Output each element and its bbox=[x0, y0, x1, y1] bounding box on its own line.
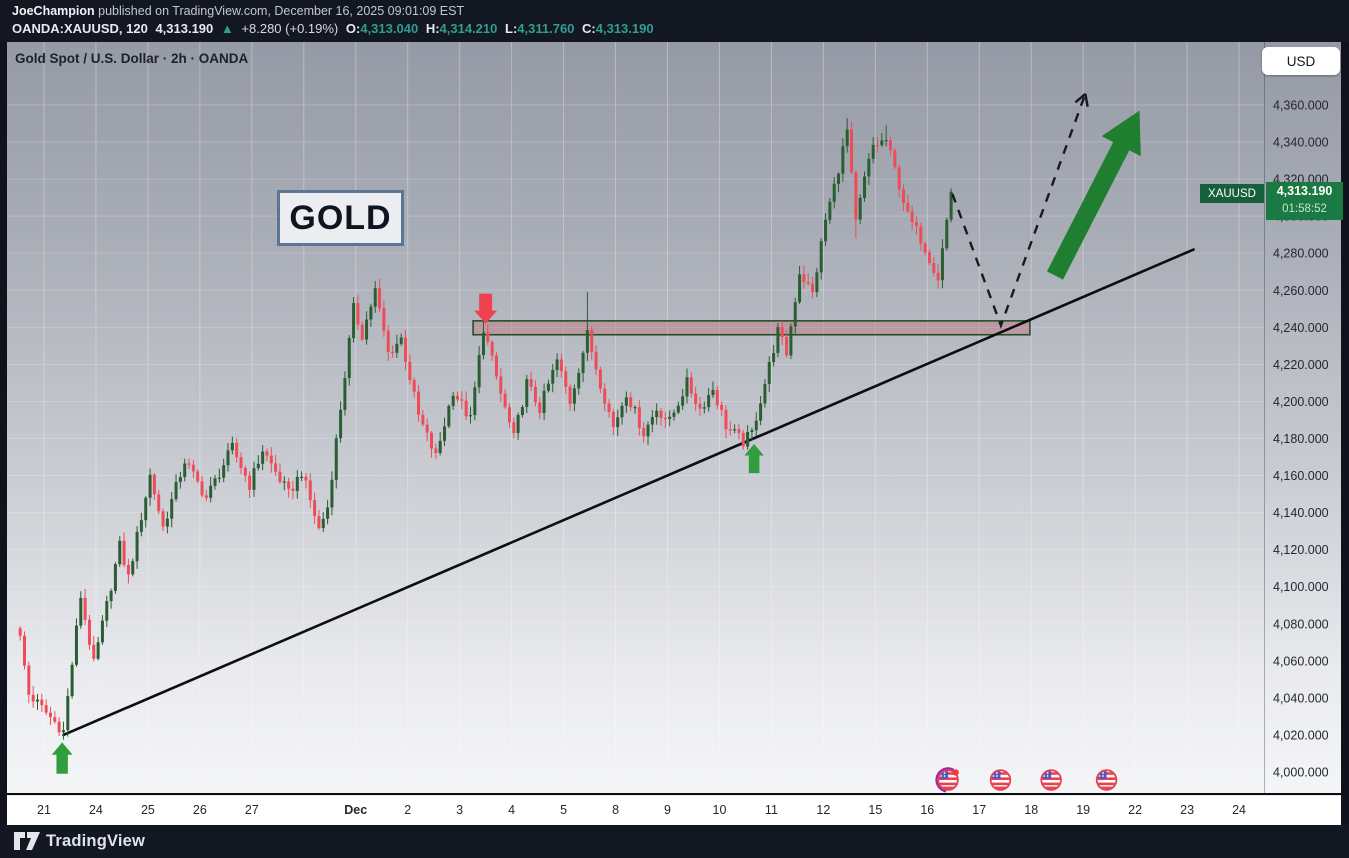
svg-text:3: 3 bbox=[456, 803, 463, 817]
svg-text:27: 27 bbox=[245, 803, 259, 817]
svg-text:4,360.000: 4,360.000 bbox=[1273, 99, 1329, 113]
last-price-label[interactable]: 4,313.190 01:58:52 bbox=[1266, 182, 1343, 220]
last-price-value: 4,313.190 bbox=[1276, 184, 1333, 198]
byline-text: published on TradingView.com, December 1… bbox=[94, 4, 465, 18]
svg-text:26: 26 bbox=[193, 803, 207, 817]
svg-text:17: 17 bbox=[972, 803, 986, 817]
author-name: JoeChampion bbox=[12, 4, 95, 18]
tradingview-logo-icon[interactable] bbox=[14, 832, 40, 850]
us-flag-event-icon[interactable] bbox=[935, 767, 962, 794]
byline: JoeChampion published on TradingView.com… bbox=[12, 4, 464, 18]
svg-text:16: 16 bbox=[920, 803, 934, 817]
svg-text:22: 22 bbox=[1128, 803, 1142, 817]
trendline[interactable] bbox=[62, 248, 1195, 737]
up-arrow-marker[interactable] bbox=[744, 444, 764, 474]
time-axis[interactable] bbox=[7, 793, 1341, 825]
svg-text:12: 12 bbox=[816, 803, 830, 817]
svg-text:4,080.000: 4,080.000 bbox=[1273, 617, 1329, 631]
us-flag-event-icon[interactable] bbox=[1040, 769, 1062, 791]
low-value: 4,311.760 bbox=[517, 21, 575, 36]
tradingview-brand-text[interactable]: TradingView bbox=[46, 832, 146, 850]
us-flag-event-icon[interactable] bbox=[989, 769, 1012, 791]
high-label: H: bbox=[425, 21, 440, 36]
svg-text:4,000.000: 4,000.000 bbox=[1273, 766, 1329, 780]
svg-text:15: 15 bbox=[868, 803, 882, 817]
direction-up-icon: ▲ bbox=[220, 21, 234, 36]
svg-text:4,260.000: 4,260.000 bbox=[1273, 284, 1329, 298]
open-value: 4,313.040 bbox=[360, 21, 419, 36]
svg-text:19: 19 bbox=[1076, 803, 1090, 817]
svg-text:4: 4 bbox=[508, 803, 515, 817]
candles-layer[interactable] bbox=[18, 117, 953, 740]
bar-countdown: 01:58:52 bbox=[1282, 203, 1327, 215]
svg-text:4,220.000: 4,220.000 bbox=[1273, 358, 1329, 372]
price-change: +8.280 (+0.19%) bbox=[241, 21, 339, 36]
high-value: 4,314.210 bbox=[439, 21, 498, 36]
svg-text:18: 18 bbox=[1024, 803, 1038, 817]
svg-text:4,200.000: 4,200.000 bbox=[1273, 395, 1329, 409]
footer-bar: TradingView bbox=[0, 825, 1349, 858]
down-arrow-marker[interactable] bbox=[474, 293, 498, 324]
svg-text:4,160.000: 4,160.000 bbox=[1273, 469, 1329, 483]
snapshot-header: JoeChampion published on TradingView.com… bbox=[0, 0, 1349, 42]
last-price: 4,313.190 bbox=[155, 21, 214, 36]
chart-stage: 21 24 25 26 27 Dec 2 3 4 5 8 9 10 11 12 15 16 17 18 19 22 23 2… bbox=[7, 42, 1343, 825]
svg-text:21: 21 bbox=[37, 803, 51, 817]
svg-text:4,100.000: 4,100.000 bbox=[1273, 580, 1329, 594]
svg-text:4,040.000: 4,040.000 bbox=[1273, 691, 1329, 705]
low-label: L: bbox=[505, 21, 518, 36]
svg-text:11: 11 bbox=[765, 803, 778, 817]
open-label: O: bbox=[345, 21, 361, 36]
svg-text:4,180.000: 4,180.000 bbox=[1273, 432, 1329, 446]
close-value: 4,313.190 bbox=[595, 21, 654, 36]
svg-text:4,280.000: 4,280.000 bbox=[1273, 247, 1329, 261]
svg-text:4,240.000: 4,240.000 bbox=[1273, 321, 1329, 335]
svg-text:4,340.000: 4,340.000 bbox=[1273, 136, 1329, 150]
svg-text:8: 8 bbox=[612, 803, 619, 817]
currency-usd-button[interactable]: USD bbox=[1262, 47, 1340, 75]
svg-text:4,140.000: 4,140.000 bbox=[1273, 506, 1329, 520]
svg-text:4,120.000: 4,120.000 bbox=[1273, 543, 1329, 557]
chart-title: Gold Spot / U.S. Dollar · 2h · OANDA bbox=[15, 51, 249, 66]
svg-text:24: 24 bbox=[1232, 803, 1246, 817]
symbol-badge[interactable]: XAUUSD bbox=[1200, 184, 1264, 203]
projection-path[interactable] bbox=[951, 92, 1089, 329]
svg-text:4,020.000: 4,020.000 bbox=[1273, 728, 1329, 742]
svg-text:10: 10 bbox=[713, 803, 727, 817]
gold-watermark-label[interactable]: GOLD bbox=[277, 190, 404, 246]
svg-text:23: 23 bbox=[1180, 803, 1194, 817]
supply-zone[interactable] bbox=[472, 320, 1031, 336]
breakout-arrow[interactable] bbox=[1047, 110, 1141, 280]
price-axis[interactable] bbox=[1265, 42, 1341, 793]
symbol-ohlc-row: OANDA:XAUUSD, 120 4,313.190 ▲ +8.280 (+0… bbox=[12, 21, 658, 36]
svg-text:Dec: Dec bbox=[344, 803, 367, 817]
svg-text:4,060.000: 4,060.000 bbox=[1273, 654, 1329, 668]
svg-text:2: 2 bbox=[404, 803, 411, 817]
close-label: C: bbox=[582, 21, 596, 36]
svg-text:24: 24 bbox=[89, 803, 103, 817]
svg-text:25: 25 bbox=[141, 803, 155, 817]
svg-text:5: 5 bbox=[560, 803, 567, 817]
up-arrow-marker[interactable] bbox=[51, 742, 73, 774]
us-flag-event-icon[interactable] bbox=[1095, 769, 1118, 791]
symbol-interval: OANDA:XAUUSD, 120 bbox=[12, 21, 148, 36]
svg-text:9: 9 bbox=[664, 803, 671, 817]
